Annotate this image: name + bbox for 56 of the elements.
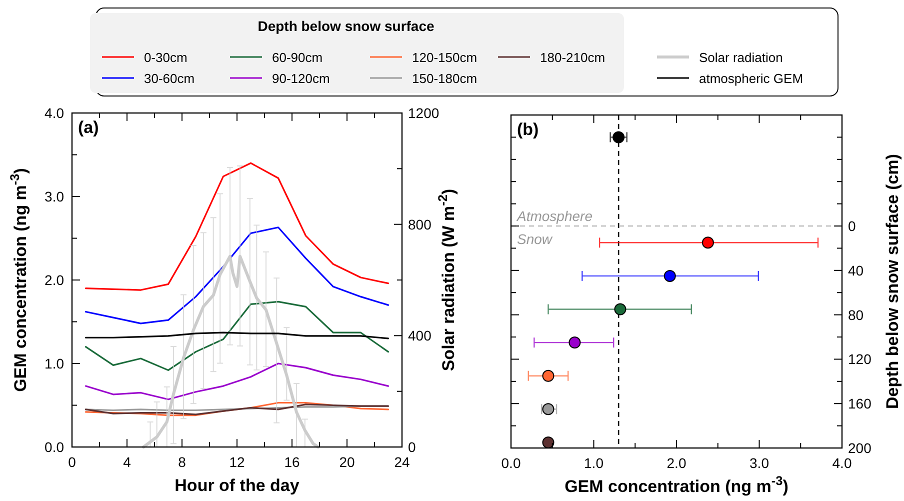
- y-tick-label: 3.0: [44, 188, 64, 204]
- legend-label: 150-180cm: [412, 71, 478, 86]
- legend-label: Solar radiation: [699, 50, 783, 65]
- y-tick-label: 1.0: [44, 356, 64, 372]
- line-series: [84, 162, 390, 291]
- x-tick-label: 8: [178, 454, 186, 470]
- x-tick-label: 4: [123, 454, 132, 470]
- line-series: [84, 226, 390, 324]
- y2-tick-label: 800: [408, 216, 432, 232]
- x-axis-title: GEM concentration (ng m$^{-3}$): [564, 472, 788, 496]
- point: [542, 370, 554, 382]
- legend-label: 180-210cm: [540, 50, 606, 65]
- x-tick-label: 4.0: [832, 455, 852, 471]
- x-tick-label: 12: [229, 454, 245, 470]
- legend-label: 30-60cm: [144, 71, 195, 86]
- point: [702, 236, 714, 249]
- point: [612, 131, 625, 144]
- y2-tick-label: 1200: [408, 105, 440, 121]
- x-axis-title: Hour of the day: [174, 476, 300, 495]
- x-tick-label: 24: [394, 454, 410, 470]
- y-tick-label: 0.0: [44, 439, 64, 455]
- y2-tick-label: 40: [848, 262, 864, 278]
- point: [542, 436, 554, 448]
- line-series: [84, 300, 390, 371]
- legend-title: Depth below snow surface: [258, 18, 435, 34]
- legend-label: atmospheric GEM: [699, 71, 804, 86]
- chart-title: (b): [517, 120, 539, 139]
- y2-tick-label: 120: [848, 351, 872, 368]
- x-tick-label: 1.0: [584, 455, 604, 471]
- x-tick-label: 0.0: [501, 455, 521, 471]
- x-tick-label: 0: [68, 454, 76, 470]
- y2-tick-label: 160: [848, 396, 872, 412]
- point: [568, 336, 581, 349]
- legend-label: 120-150cm: [412, 50, 478, 65]
- y2-tick-label: 400: [408, 328, 432, 344]
- annotation: Atmosphere: [516, 208, 593, 224]
- x-tick-label: 2.0: [666, 455, 686, 471]
- legend-label: 0-30cm: [144, 50, 188, 65]
- line-series: [84, 362, 390, 400]
- y2-axis-title: Depth below snow surface (cm): [883, 154, 902, 410]
- point: [614, 303, 626, 316]
- x-tick-label: 16: [284, 454, 300, 470]
- y2-tick-label: 80: [848, 306, 864, 323]
- y2-tick-label: 0: [408, 439, 416, 455]
- y2-tick-label: 0: [848, 218, 856, 234]
- y-tick-label: 2.0: [44, 272, 64, 288]
- point: [542, 403, 554, 416]
- point: [664, 270, 676, 282]
- annotation: Snow: [517, 231, 553, 247]
- x-tick-label: 20: [339, 454, 355, 470]
- chart-title: (a): [78, 118, 99, 137]
- x-tick-label: 3.0: [750, 455, 770, 471]
- y2-tick-label: 200: [848, 440, 872, 456]
- y-tick-label: 4.0: [44, 105, 64, 121]
- legend-label: 60-90cm: [272, 50, 323, 65]
- legend-label: 90-120cm: [272, 71, 330, 86]
